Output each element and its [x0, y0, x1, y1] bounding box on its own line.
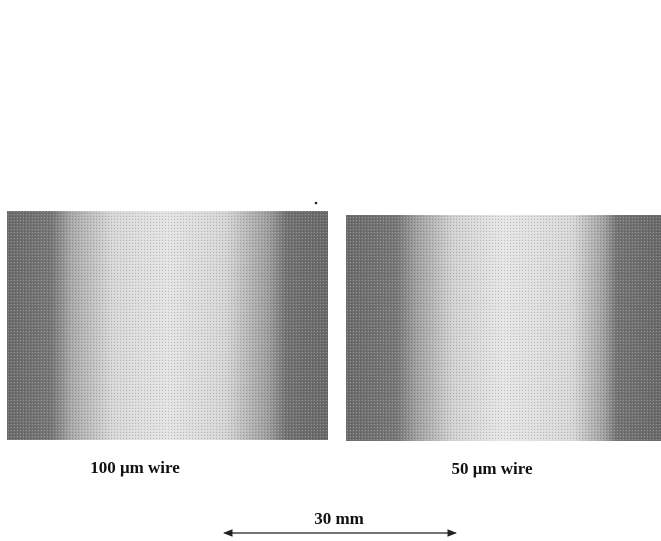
- texture: [346, 215, 661, 441]
- speck: [314, 201, 318, 205]
- caption: 50 μm wire: [451, 459, 533, 478]
- panel-right: [346, 215, 661, 441]
- panel-left: [7, 211, 328, 440]
- scale-label: 30 mm: [314, 509, 364, 528]
- texture: [7, 211, 328, 440]
- caption: 100 μm wire: [90, 458, 180, 477]
